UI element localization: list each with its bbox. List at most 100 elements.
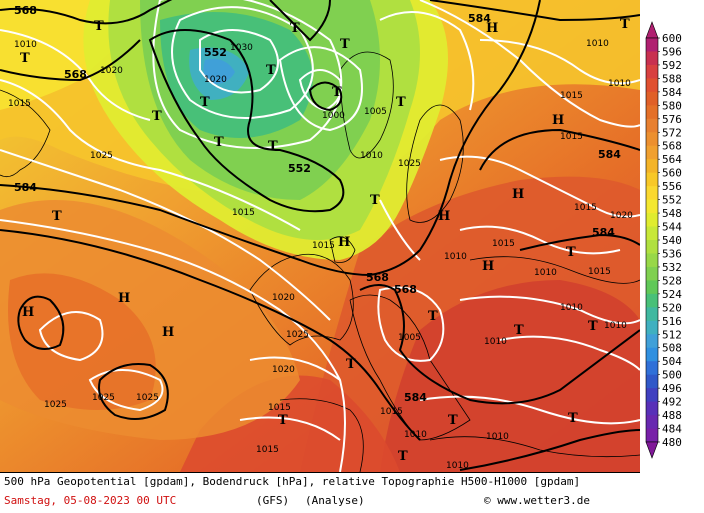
- atlantic-core: [8, 273, 156, 410]
- low-marker: T: [588, 319, 598, 334]
- legend-swatch: [646, 186, 658, 201]
- legend-swatch: [646, 280, 658, 295]
- isobar-label: 1010: [560, 303, 583, 313]
- isobar-label: 1010: [446, 461, 469, 471]
- low-marker: T: [514, 323, 524, 338]
- legend-tick-label: 536: [662, 247, 682, 260]
- legend-tick-label: 532: [662, 261, 682, 274]
- low-marker: T: [290, 21, 300, 36]
- legend-swatch: [646, 374, 658, 389]
- isobar-label: 1000: [322, 111, 345, 121]
- low-marker: T: [448, 413, 458, 428]
- isobar-label: 1020: [610, 211, 633, 221]
- gp-label: 568: [366, 271, 389, 284]
- low-marker: T: [568, 411, 578, 426]
- legend-tick-label: 600: [662, 32, 682, 45]
- low-marker: T: [340, 37, 350, 52]
- color-legend: 6005965925885845805765725685645605565525…: [645, 21, 682, 459]
- isobar-label: 1005: [398, 333, 421, 343]
- high-marker: H: [482, 259, 494, 274]
- coastlines: [0, 51, 640, 472]
- isobar-label: 1025: [92, 393, 115, 403]
- legend-swatch: [646, 78, 658, 93]
- isobar-label: 1010: [534, 268, 557, 278]
- legend-swatch: [646, 401, 658, 416]
- gp-label: 584: [14, 181, 37, 194]
- legend-tick-label: 556: [662, 180, 682, 193]
- hot-region-se: [380, 280, 640, 472]
- low-marker: T: [20, 51, 30, 66]
- legend-swatch: [646, 118, 658, 133]
- low-marker: T: [332, 85, 342, 100]
- gp-label: 584: [404, 391, 427, 404]
- isobar-label: 1015: [574, 203, 597, 213]
- legend-tick-label: 488: [662, 409, 682, 422]
- low-marker: T: [398, 449, 408, 464]
- geopotential-label-group: 568 568 552 552 584 584 584 584 568 568 …: [14, 4, 621, 404]
- legend-swatch: [646, 51, 658, 66]
- legend-swatch: [646, 266, 658, 281]
- legend-tick-label: 572: [662, 126, 682, 139]
- high-marker: H: [552, 113, 564, 128]
- legend-swatch: [646, 172, 658, 187]
- run-type: (Analyse): [305, 494, 365, 507]
- pressure-label-group: 1010 1015 1020 1025 1030 1020 1000 1005 …: [8, 39, 633, 471]
- legend-swatch: [646, 105, 658, 120]
- isobar-label: 1020: [272, 293, 295, 303]
- isobar-label: 1015: [232, 208, 255, 218]
- isobar-label: 1015: [256, 445, 279, 455]
- legend-tick-label: 508: [662, 342, 682, 355]
- legend-tick-label: 588: [662, 72, 682, 85]
- map-description: 500 hPa Geopotential [gpdam], Bodendruck…: [4, 475, 581, 488]
- legend-swatch: [646, 226, 658, 241]
- legend-swatch: [646, 415, 658, 430]
- isobar-label: 1015: [492, 239, 515, 249]
- legend-tick-label: 484: [662, 423, 682, 436]
- isobar-label: 1025: [44, 400, 67, 410]
- isobar-label: 1015: [560, 132, 583, 142]
- geopotential-contours: [0, 0, 640, 471]
- isobar-label: 1025: [136, 393, 159, 403]
- legend-tick-label: 528: [662, 274, 682, 287]
- low-marker: T: [200, 95, 210, 110]
- isobar-label: 1010: [486, 432, 509, 442]
- weather-map: 568 568 552 552 584 584 584 584 568 568 …: [0, 0, 640, 472]
- legend-tick-label: 584: [662, 86, 682, 99]
- legend-swatch: [646, 145, 658, 160]
- high-marker: H: [512, 187, 524, 202]
- legend-tick-label: 544: [662, 221, 682, 234]
- isobar-label: 1015: [312, 241, 335, 251]
- isobar-label: 1025: [398, 159, 421, 169]
- legend-tick-label: 516: [662, 315, 682, 328]
- isobar-label: 1025: [286, 330, 309, 340]
- legend-arrow-bottom: [645, 441, 659, 459]
- legend-swatch: [646, 199, 658, 214]
- low-marker: T: [268, 139, 278, 154]
- low-marker: T: [396, 95, 406, 110]
- legend-tick-label: 564: [662, 153, 682, 166]
- isobar-label: 1010: [586, 39, 609, 49]
- low-marker: T: [94, 19, 104, 34]
- isobar-label: 1015: [588, 267, 611, 277]
- legend-swatch: [646, 428, 658, 443]
- gp-label: 584: [592, 226, 615, 239]
- gp-label: 568: [394, 283, 417, 296]
- legend-swatch: [646, 334, 658, 349]
- low-marker: T: [278, 413, 288, 428]
- legend-tick-label: 512: [662, 328, 682, 341]
- gp-label: 552: [204, 46, 227, 59]
- legend-arrow-top: [645, 21, 659, 39]
- low-marker: T: [52, 209, 62, 224]
- legend-swatch: [646, 38, 658, 52]
- isobar-label: 1010: [14, 40, 37, 50]
- isobar-label: 1020: [272, 365, 295, 375]
- high-marker: H: [22, 305, 34, 320]
- legend-tick-label: 524: [662, 288, 682, 301]
- trough-min: [203, 58, 235, 85]
- isobar-label: 1015: [8, 99, 31, 109]
- gp-label: 552: [288, 162, 311, 175]
- footer-divider: [0, 472, 640, 473]
- isobar-label: 1010: [360, 151, 383, 161]
- low-marker: T: [346, 357, 356, 372]
- isobar-label: 1005: [364, 107, 387, 117]
